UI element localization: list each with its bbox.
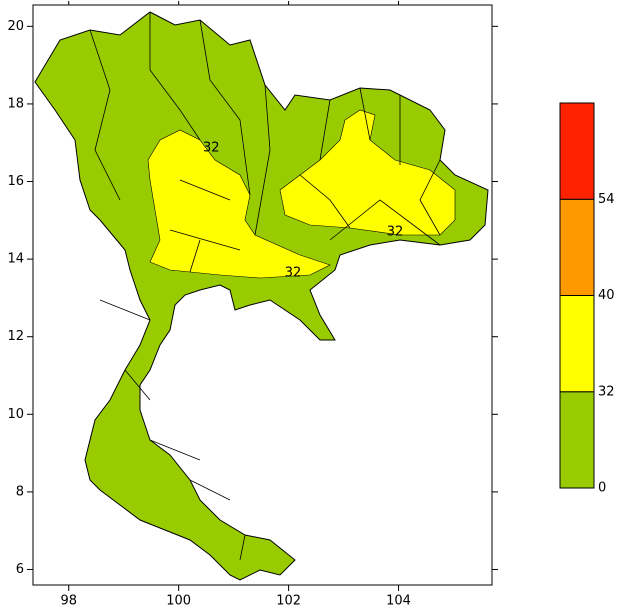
- lat-tick-label: 10: [7, 407, 24, 422]
- lon-tick-label: 100: [166, 594, 191, 609]
- contour-label: 32: [285, 266, 302, 281]
- lat-tick-label: 18: [7, 96, 24, 111]
- colorbar-segment: [559, 295, 595, 393]
- lat-tick-label: 8: [16, 484, 24, 499]
- lat-tick-label: 14: [7, 252, 24, 267]
- lon-tick-label: 104: [386, 594, 411, 609]
- yellow-region-west: [147, 129, 331, 279]
- contour-label: 32: [203, 141, 220, 156]
- lon-tick-label: 102: [276, 594, 301, 609]
- lat-tick-label: 20: [7, 19, 24, 34]
- colorbar-label: 0: [598, 481, 606, 496]
- contour-label: 32: [387, 225, 404, 240]
- colorbar-label: 54: [598, 192, 615, 207]
- colorbar-segment: [559, 198, 595, 296]
- colorbar-segment: [559, 391, 595, 489]
- colorbar-label: 40: [598, 288, 615, 303]
- lat-tick-label: 16: [7, 174, 24, 189]
- lat-tick-label: 12: [7, 329, 24, 344]
- lon-tick-label: 98: [60, 594, 77, 609]
- lat-tick-label: 6: [16, 562, 24, 577]
- colorbar-label: 32: [598, 384, 615, 399]
- colorbar-segment: [559, 102, 595, 200]
- province-lines: [89, 12, 441, 561]
- yellow-region-east: [279, 109, 456, 236]
